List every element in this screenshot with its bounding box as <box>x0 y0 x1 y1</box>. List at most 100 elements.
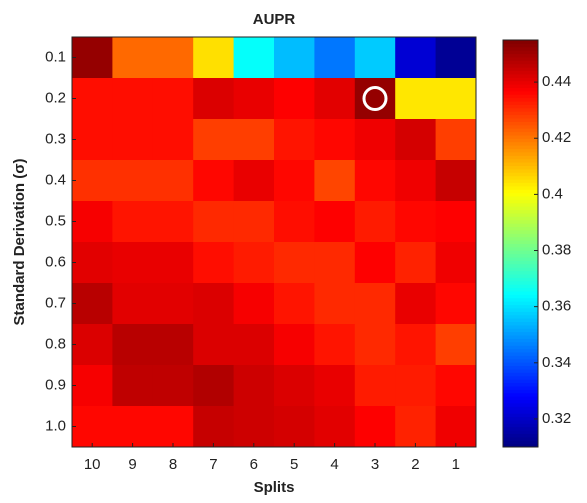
heatmap-cell <box>72 365 113 407</box>
heatmap-cell <box>152 201 194 243</box>
colorbar-segment <box>503 107 538 112</box>
colorbar-segment <box>503 433 538 438</box>
colorbar-segment <box>503 362 538 367</box>
colorbar-segment <box>503 270 538 275</box>
colorbar-tick-label: 0.38 <box>542 241 571 258</box>
colorbar-segment <box>503 151 538 156</box>
colorbar-segment <box>503 385 538 390</box>
heatmap-cell <box>435 242 477 284</box>
colorbar-segment <box>503 145 538 150</box>
heatmap-cell <box>72 201 113 243</box>
y-tick-label: 0.8 <box>45 335 66 352</box>
heatmap-cell <box>395 406 437 448</box>
heatmap-cell <box>112 365 154 407</box>
colorbar-segment <box>503 419 538 424</box>
heatmap-cell <box>233 37 275 79</box>
heatmap-cell <box>233 365 275 407</box>
y-tick-label: 0.5 <box>45 212 66 229</box>
colorbar-segment <box>503 104 538 109</box>
colorbar-segment <box>503 379 538 384</box>
heatmap-cell <box>435 324 477 366</box>
colorbar-segment <box>503 196 538 200</box>
colorbar-segment <box>503 90 538 95</box>
heatmap-cell <box>152 242 194 284</box>
colorbar-segment <box>503 406 538 411</box>
colorbar-segment <box>503 338 538 343</box>
heatmap-cell <box>354 160 396 202</box>
heatmap-cell <box>314 283 356 325</box>
heatmap-cell <box>274 37 315 79</box>
colorbar-segment <box>503 402 538 407</box>
colorbar-segment <box>503 257 538 261</box>
heatmap-cell <box>233 242 275 284</box>
heatmap-cell <box>314 201 356 243</box>
x-tick-label: 2 <box>411 456 419 473</box>
colorbar-segment <box>503 46 538 51</box>
colorbar-segment <box>503 372 538 377</box>
x-tick-label: 10 <box>84 456 101 473</box>
heatmap-cell <box>274 283 315 325</box>
colorbar-segment <box>503 67 538 72</box>
heatmap-cell <box>152 37 194 79</box>
heatmap-cell <box>314 242 356 284</box>
heatmap-cell <box>395 283 437 325</box>
heatmap-cell <box>233 324 275 366</box>
heatmap-cell <box>72 37 113 79</box>
colorbar-segment <box>503 365 538 370</box>
heatmap-cell <box>435 365 477 407</box>
colorbar-segment <box>503 243 538 248</box>
heatmap-cell <box>233 119 275 161</box>
colorbar-segment <box>503 87 538 92</box>
y-tick-label: 0.9 <box>45 376 66 393</box>
x-tick-label: 7 <box>209 456 217 473</box>
x-tick-label: 8 <box>169 456 177 473</box>
colorbar-segment <box>503 345 538 350</box>
heatmap-cell <box>354 324 396 366</box>
heatmap-cell <box>354 242 396 284</box>
heatmap-cell <box>193 160 235 202</box>
colorbar-segment <box>503 324 538 329</box>
colorbar-segment <box>503 348 538 353</box>
heatmap-cell <box>395 365 437 407</box>
colorbar-segment <box>503 413 538 417</box>
colorbar-segment <box>503 223 538 228</box>
y-tick-label: 0.1 <box>45 48 66 65</box>
heatmap-cell <box>193 365 235 407</box>
heatmap-cell <box>395 160 437 202</box>
colorbar-tick-label: 0.44 <box>542 73 571 90</box>
heatmap-cell <box>354 78 396 120</box>
heatmap-cell <box>274 160 315 202</box>
colorbar-segment <box>503 277 538 282</box>
colorbar-segment <box>503 253 538 258</box>
colorbar-segment <box>503 101 538 105</box>
colorbar-segment <box>503 399 538 404</box>
colorbar-segment <box>503 121 538 126</box>
colorbar-tick-label: 0.32 <box>542 410 571 427</box>
colorbar-segment <box>503 199 538 204</box>
colorbar-segment <box>503 202 538 207</box>
colorbar-segment <box>503 179 538 183</box>
heatmap-cell <box>274 406 315 448</box>
heatmap-cell <box>152 78 194 120</box>
heatmap-cell <box>152 406 194 448</box>
heatmap-cell <box>314 119 356 161</box>
heatmap-cell <box>395 37 437 79</box>
colorbar-segment <box>503 396 538 401</box>
heatmap-cell <box>395 78 437 120</box>
chart-title: AUPR <box>253 11 296 28</box>
colorbar-segment <box>503 358 538 363</box>
heatmap-cell <box>112 160 154 202</box>
colorbar-segment <box>503 80 538 85</box>
heatmap-cell <box>314 160 356 202</box>
heatmap-cell <box>274 365 315 407</box>
colorbar-segment <box>503 335 538 339</box>
heatmap-cell <box>193 242 235 284</box>
colorbar-tick-label: 0.4 <box>542 185 563 202</box>
colorbar-segment <box>503 131 538 136</box>
colorbar-segment <box>503 134 538 139</box>
colorbar-segment <box>503 250 538 255</box>
colorbar-segment <box>503 212 538 217</box>
colorbar-segment <box>503 426 538 431</box>
heatmap-cell <box>274 242 315 284</box>
